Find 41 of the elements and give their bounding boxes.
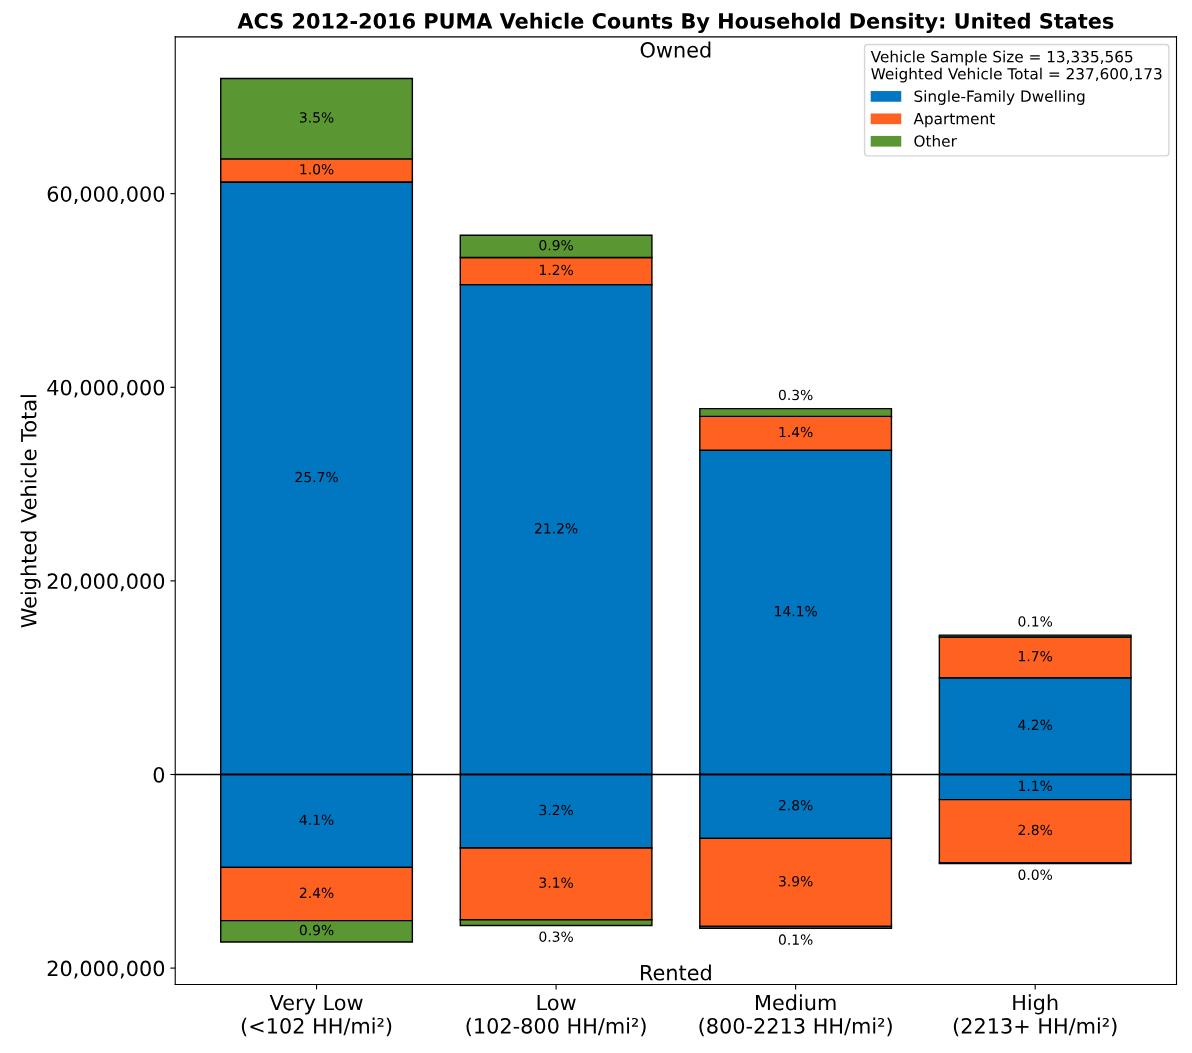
annotation: 0.9%	[299, 924, 334, 936]
annotation: 2.8%	[779, 799, 813, 811]
annotation: 0.1%	[1018, 616, 1053, 627]
y-tick-label: 20,000,000	[47, 573, 165, 592]
y-tick-label: 40,000,000	[47, 379, 165, 398]
y-tick-label: 0	[153, 766, 165, 783]
x-tick-label: Very Low (<102 HH/mi²)	[241, 994, 392, 1037]
legend-label: Single-Family Dwelling	[914, 90, 1085, 105]
annotation: 0.9%	[539, 239, 573, 251]
chart-title: ACS 2012-2016 PUMA Vehicle Counts By Household Density: United States	[237, 12, 1114, 34]
y-axis-title: Weighted Vehicle Total	[20, 395, 41, 628]
annotation: Owned	[640, 41, 711, 58]
annotation: 1.7%	[1019, 650, 1053, 662]
y-tick-label: 60,000,000	[47, 186, 165, 205]
annotation: 3.2%	[539, 804, 573, 816]
annotation: 3.9%	[779, 875, 813, 887]
annotation: 0.3%	[778, 389, 813, 401]
annotation: Rented	[641, 964, 711, 981]
y-tick-label: 20,000,000	[47, 960, 165, 979]
annotation: 0.0%	[1018, 869, 1053, 880]
x-tick-label: High (2213+ HH/mi²)	[953, 994, 1117, 1037]
x-tick-label: Medium (800-2213 HH/mi²)	[699, 994, 892, 1037]
annotation: 25.7%	[295, 471, 338, 483]
annotation: 0.3%	[539, 931, 573, 942]
annotation: 14.1%	[775, 605, 817, 617]
annotation: 4.2%	[1018, 719, 1053, 731]
annotation: 4.1%	[299, 814, 334, 825]
annotation: 1.4%	[779, 426, 813, 438]
legend-title: Vehicle Sample Size = 13,335,565 Weighted Vehicle Total = 237,600,173	[870, 50, 1162, 83]
annotation: 1.0%	[300, 163, 334, 175]
annotation: 3.1%	[539, 877, 573, 888]
legend-label: Other	[914, 134, 957, 147]
legend-label: Apartment	[913, 113, 995, 128]
annotation: 1.1%	[1019, 780, 1053, 792]
annotation: 2.8%	[1018, 824, 1053, 836]
annotation: 2.4%	[299, 887, 334, 899]
annotation: 3.5%	[299, 112, 334, 123]
x-tick-label: Low (102-800 HH/mi²)	[466, 994, 646, 1037]
annotation: 21.2%	[535, 523, 578, 534]
annotation: 0.1%	[778, 934, 813, 945]
annotation: 1.2%	[539, 264, 573, 276]
